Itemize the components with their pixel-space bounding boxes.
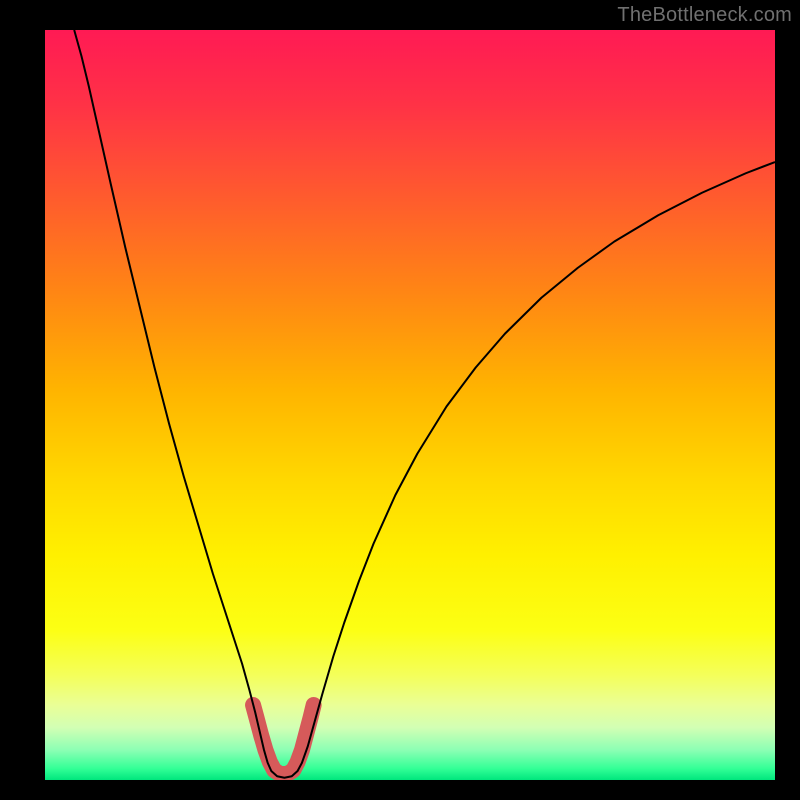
watermark-text: TheBottleneck.com xyxy=(617,4,792,27)
chart-root: TheBottleneck.com xyxy=(0,0,800,800)
plot-area xyxy=(45,30,775,780)
plot-background xyxy=(45,30,775,780)
plot-svg xyxy=(45,30,775,780)
